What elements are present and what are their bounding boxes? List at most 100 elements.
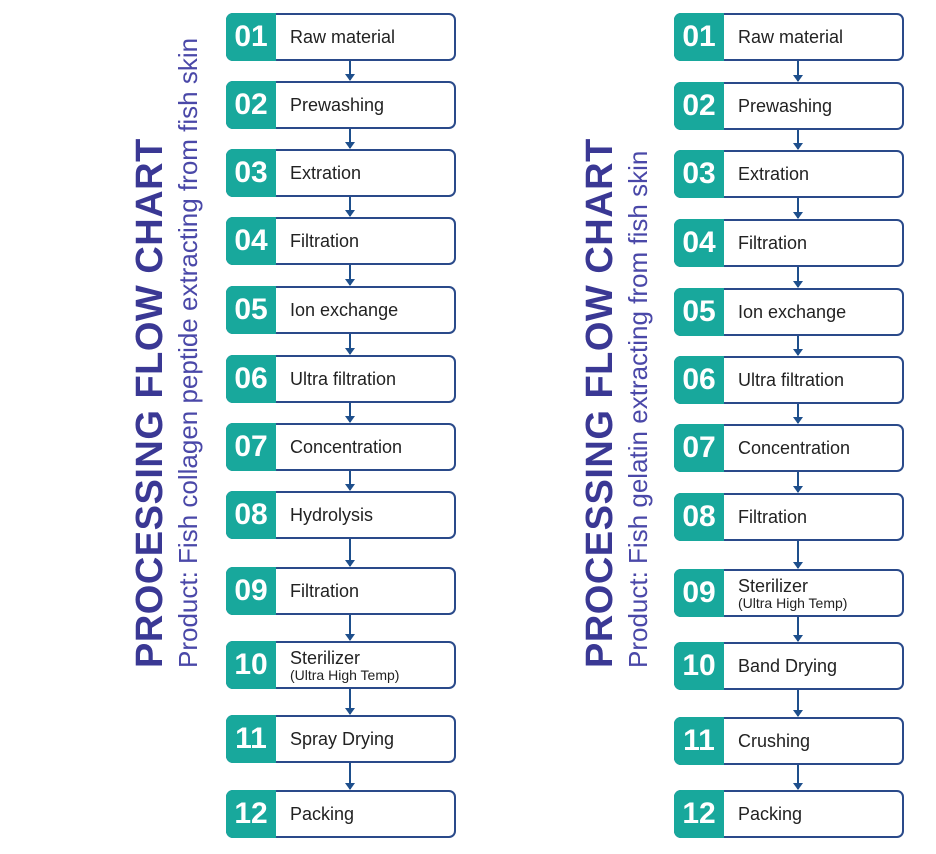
step-number: 04	[226, 217, 276, 265]
flow-arrow	[345, 129, 355, 149]
step-number: 10	[674, 642, 724, 690]
step-number: 03	[674, 150, 724, 198]
step-box: 08 Filtration	[674, 493, 904, 541]
step-box: 10 Sterilizer (Ultra High Temp)	[226, 641, 456, 689]
step-label-group: Filtration	[290, 569, 359, 613]
step-number: 09	[226, 567, 276, 615]
step-label-group: Sterilizer (Ultra High Temp)	[290, 643, 399, 687]
step-label-group: Filtration	[738, 221, 807, 265]
flow-arrow	[793, 61, 803, 82]
flow-chart-collagen: PROCESSING FLOW CHART Product: Fish coll…	[128, 0, 456, 838]
step-number: 01	[674, 13, 724, 61]
flow-arrow	[345, 265, 355, 286]
step-label: Ion exchange	[738, 302, 847, 322]
flow-arrow	[793, 404, 803, 424]
step-number: 02	[674, 82, 724, 130]
step-label-group: Concentration	[290, 425, 402, 469]
chart-subtitle: Product: Fish gelatin extracting from fi…	[623, 150, 653, 668]
step-label: Ultra filtration	[290, 369, 397, 389]
step-label: Packing	[290, 804, 355, 824]
step-number: 11	[226, 715, 276, 763]
flow-arrow	[793, 267, 803, 288]
step-number: 07	[226, 423, 276, 471]
step-number: 05	[674, 288, 724, 336]
step-number: 01	[226, 13, 276, 61]
step-label-group: Packing	[290, 792, 354, 836]
step-number: 12	[674, 790, 724, 838]
step-label-group: Concentration	[738, 426, 850, 470]
step-number: 09	[674, 569, 724, 617]
step-label-group: Extration	[290, 151, 361, 195]
step-label-group: Extration	[738, 152, 809, 196]
step-label-group: Band Drying	[738, 644, 837, 688]
step-box: 04 Filtration	[226, 217, 456, 265]
step-number: 12	[226, 790, 276, 838]
step-label: Raw material	[738, 27, 844, 47]
step-label-group: Filtration	[738, 495, 807, 539]
chart-title: PROCESSING FLOW CHART	[579, 138, 621, 668]
step-box: 09 Filtration	[226, 567, 456, 615]
step-box: 03 Extration	[674, 150, 904, 198]
step-label: Band Drying	[738, 656, 838, 676]
step-number: 05	[226, 286, 276, 334]
step-box: 06 Ultra filtration	[674, 356, 904, 404]
step-label: Raw material	[290, 27, 396, 47]
flow-arrow	[345, 61, 355, 81]
step-box: 11 Crushing	[674, 717, 904, 765]
step-label: Extration	[738, 164, 810, 184]
step-label-group: Prewashing	[738, 84, 832, 128]
step-box: 12 Packing	[674, 790, 904, 838]
flow-arrow	[793, 617, 803, 642]
step-number: 06	[226, 355, 276, 403]
step-box: 07 Concentration	[226, 423, 456, 471]
flow-arrow	[793, 130, 803, 150]
step-label: Crushing	[738, 731, 811, 751]
step-label: Prewashing	[738, 96, 833, 116]
step-label-group: Ion exchange	[290, 288, 398, 332]
step-box: 05 Ion exchange	[226, 286, 456, 334]
step-box: 02 Prewashing	[226, 81, 456, 129]
chart-titles: PROCESSING FLOW CHART Product: Fish coll…	[128, 0, 204, 668]
chart-titles: PROCESSING FLOW CHART Product: Fish gela…	[578, 0, 654, 668]
step-number: 11	[674, 717, 724, 765]
step-number: 03	[226, 149, 276, 197]
flow-arrow	[345, 763, 355, 790]
step-box: 04 Filtration	[674, 219, 904, 267]
step-label-group: Ultra filtration	[738, 358, 844, 402]
step-box: 07 Concentration	[674, 424, 904, 472]
step-box: 11 Spray Drying	[226, 715, 456, 763]
step-box: 08 Hydrolysis	[226, 491, 456, 539]
step-number: 08	[226, 491, 276, 539]
step-number: 07	[674, 424, 724, 472]
step-box: 02 Prewashing	[674, 82, 904, 130]
step-label-group: Spray Drying	[290, 717, 394, 761]
flow-arrow	[345, 197, 355, 217]
step-label-group: Crushing	[738, 719, 810, 763]
step-box: 05 Ion exchange	[674, 288, 904, 336]
flow-arrow	[793, 198, 803, 219]
step-label-group: Hydrolysis	[290, 493, 373, 537]
flow-chart-gelatin: PROCESSING FLOW CHART Product: Fish gela…	[448, 0, 916, 854]
step-label: Prewashing	[290, 95, 385, 115]
step-number: 08	[674, 493, 724, 541]
step-label-group: Ultra filtration	[290, 357, 396, 401]
step-label: Concentration	[290, 437, 403, 457]
step-label: Hydrolysis	[290, 505, 374, 525]
step-label: Filtration	[738, 507, 808, 527]
step-label: Ion exchange	[290, 300, 399, 320]
step-label-group: Raw material	[290, 15, 395, 59]
step-box: 09 Sterilizer (Ultra High Temp)	[674, 569, 904, 617]
step-label: Filtration	[290, 231, 360, 251]
step-sublabel: (Ultra High Temp)	[290, 666, 400, 683]
step-label: Ultra filtration	[738, 370, 845, 390]
flow-arrow	[793, 765, 803, 790]
step-number: 02	[226, 81, 276, 129]
step-number: 10	[226, 641, 276, 689]
step-box: 01 Raw material	[226, 13, 456, 61]
flow-arrow	[345, 334, 355, 355]
step-number: 04	[674, 219, 724, 267]
step-box: 12 Packing	[226, 790, 456, 838]
flow-arrow	[345, 615, 355, 641]
step-number: 06	[674, 356, 724, 404]
step-label-group: Ion exchange	[738, 290, 846, 334]
